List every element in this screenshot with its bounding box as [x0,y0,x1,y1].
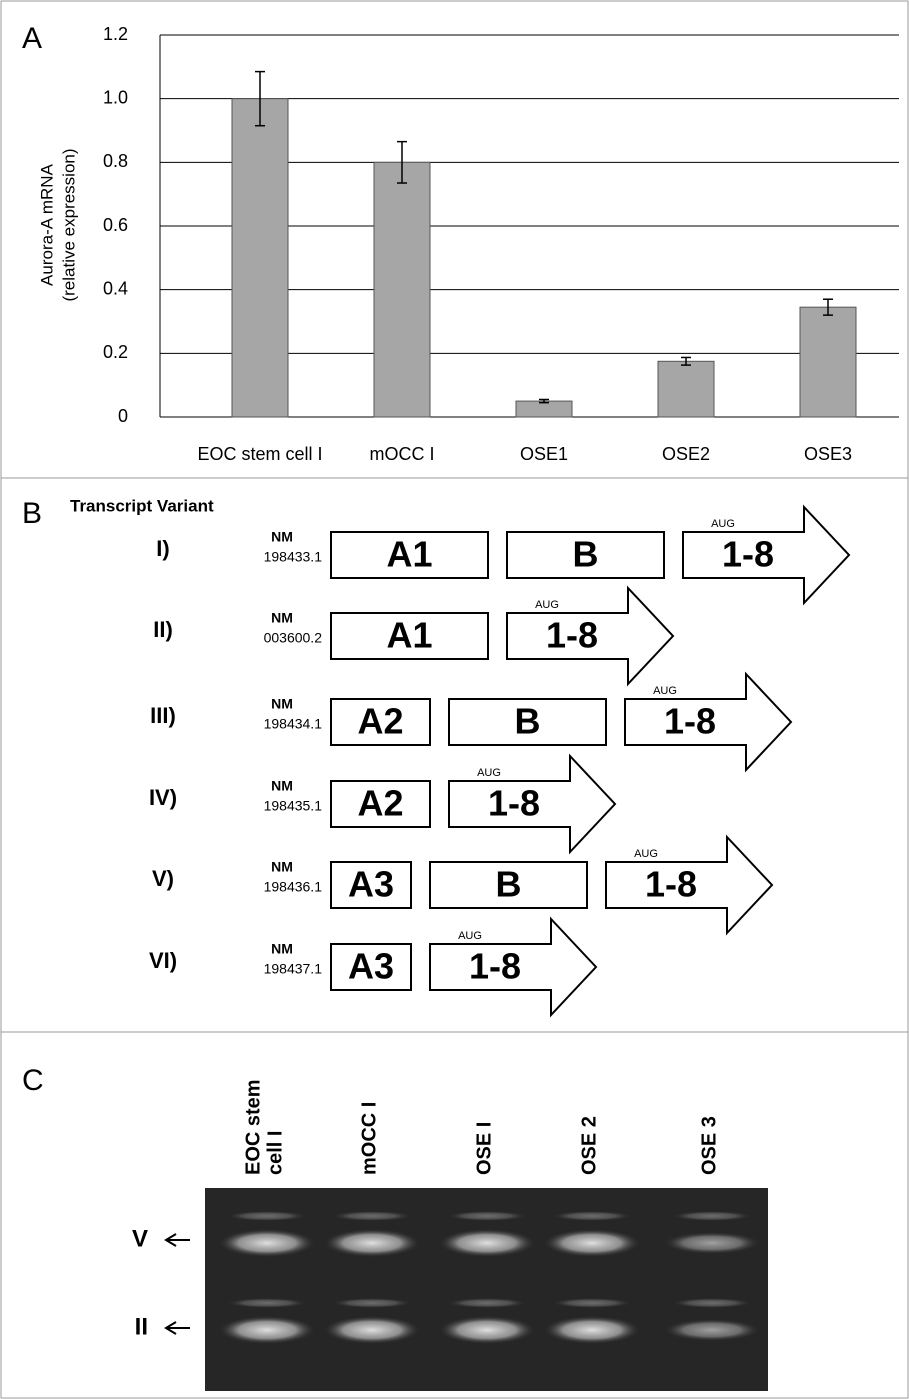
gel-band [544,1316,640,1344]
final-exon-label: 1-8 [546,615,598,656]
exon-label: A1 [386,615,432,656]
variant-label: II) [153,617,173,642]
gel-band-faint [227,1211,307,1221]
gel-band-faint [552,1298,632,1308]
accession: 198436.1 [264,879,323,895]
panel-label: A [22,22,42,55]
y-tick-label: 1.0 [103,87,128,107]
y-tick-label: 0.6 [103,215,128,235]
gel-band-faint [672,1211,752,1221]
exon-label: B [496,864,522,905]
gel-band-faint [447,1211,527,1221]
bar [232,99,288,417]
gel-band [219,1316,315,1344]
y-tick-label: 0 [118,406,128,426]
y-axis-label: (relative expression) [59,148,78,301]
final-exon-label: 1-8 [722,534,774,575]
bar [800,307,856,417]
variant-label: I) [156,536,169,561]
variant-label: IV) [149,785,177,810]
variant-label: VI) [149,948,177,973]
lane-label: cell I [264,1131,286,1175]
lane-label: EOC stem [242,1079,264,1175]
exon-label: A3 [348,946,394,987]
final-exon-label: 1-8 [488,783,540,824]
x-tick-label: EOC stem cell I [197,444,322,464]
panel-label: C [22,1064,44,1097]
variant-label: III) [150,703,176,728]
y-tick-label: 1.2 [103,24,128,44]
gel-band-faint [672,1298,752,1308]
aug-label: AUG [653,685,677,697]
y-tick-label: 0.8 [103,151,128,171]
bar [658,361,714,417]
gel-band [324,1316,420,1344]
lane-label: OSE 3 [698,1116,720,1175]
lane-label: OSE 2 [578,1116,600,1175]
accession: 198433.1 [264,549,323,565]
aug-label: AUG [458,930,482,942]
final-exon-label: 1-8 [645,864,697,905]
accession: 198437.1 [264,961,323,977]
aug-label: AUG [535,599,559,611]
bar [516,401,572,417]
nm-label: NM [271,941,293,957]
exon-label: A2 [357,783,403,824]
y-axis-label: Aurora-A mRNA [37,163,56,286]
exon-label: B [573,534,599,575]
band-label: II [135,1313,148,1340]
figure: A B C Transcript Variant 0 0.2 0.4 0.6 0.8 1.… [0,0,909,1399]
exon-label: B [515,701,541,742]
accession: 198435.1 [264,798,323,814]
lane-label: OSE I [473,1122,495,1175]
gel-band [219,1229,315,1257]
aug-label: AUG [711,518,735,530]
nm-label: NM [271,859,293,875]
exon-label: A2 [357,701,403,742]
final-exon-label: 1-8 [664,701,716,742]
aug-label: AUG [634,848,658,860]
gel-band [664,1232,760,1254]
nm-label: NM [271,696,293,712]
transcript-title: Transcript Variant [70,496,214,515]
gel-band-faint [332,1298,412,1308]
exon-label: A3 [348,864,394,905]
nm-label: NM [271,778,293,794]
gel-band-faint [447,1298,527,1308]
accession: 198434.1 [264,716,323,732]
nm-label: NM [271,529,293,545]
exon-label: A1 [386,534,432,575]
gel-band [664,1319,760,1341]
gel-band [324,1229,420,1257]
accession: 003600.2 [264,630,323,646]
y-tick-label: 0.4 [103,278,128,298]
x-tick-label: OSE2 [662,444,710,464]
variant-label: V) [152,866,174,891]
gel-band-faint [332,1211,412,1221]
gel-band [544,1229,640,1257]
gel-band [439,1229,535,1257]
y-tick-label: 0.2 [103,342,128,362]
band-label: V [132,1225,148,1252]
x-tick-label: OSE3 [804,444,852,464]
band-arrow [166,1322,190,1334]
x-tick-label: mOCC I [370,444,435,464]
gel-band-faint [552,1211,632,1221]
final-exon-label: 1-8 [469,946,521,987]
bar [374,162,430,417]
lane-label: mOCC I [358,1102,380,1175]
band-arrow [166,1234,190,1246]
gel-band [439,1316,535,1344]
panel-label: B [22,497,42,530]
aug-label: AUG [477,767,501,779]
nm-label: NM [271,610,293,626]
x-tick-label: OSE1 [520,444,568,464]
gel-band-faint [227,1298,307,1308]
